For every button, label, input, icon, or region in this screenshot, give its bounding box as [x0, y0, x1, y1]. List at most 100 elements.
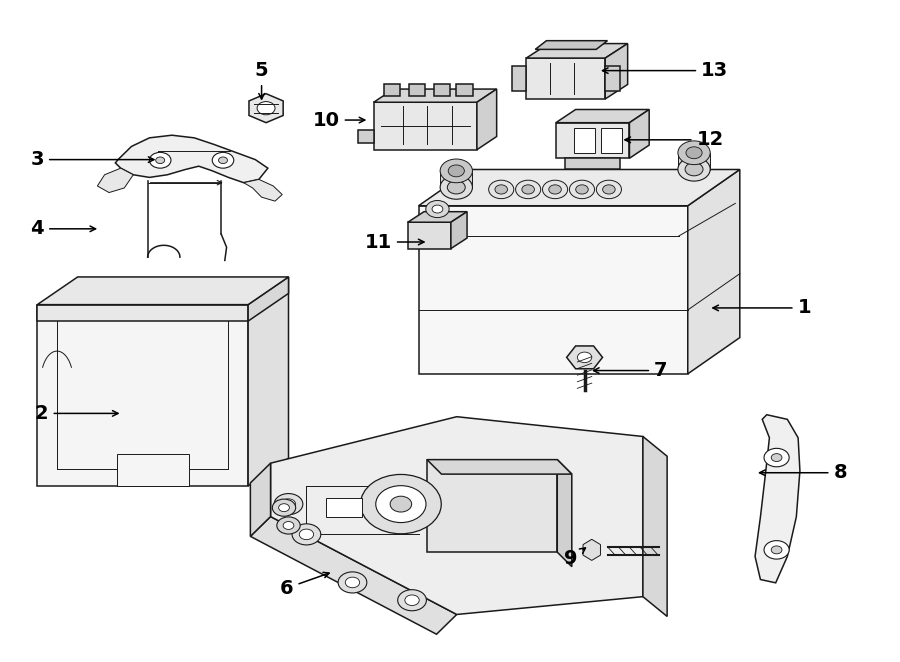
Polygon shape	[427, 459, 557, 552]
Circle shape	[570, 180, 595, 199]
Circle shape	[440, 159, 472, 183]
Circle shape	[603, 185, 616, 194]
Text: 10: 10	[312, 111, 364, 130]
Circle shape	[257, 101, 275, 115]
Bar	[327, 498, 363, 516]
Circle shape	[516, 180, 541, 199]
Polygon shape	[117, 454, 189, 486]
Circle shape	[279, 504, 290, 512]
Circle shape	[282, 499, 296, 509]
Text: 12: 12	[625, 130, 724, 150]
Circle shape	[549, 185, 562, 194]
Polygon shape	[567, 346, 602, 369]
Polygon shape	[557, 459, 572, 567]
Polygon shape	[526, 44, 627, 58]
Polygon shape	[526, 58, 605, 99]
Circle shape	[678, 141, 710, 165]
Polygon shape	[605, 44, 627, 99]
Polygon shape	[408, 212, 467, 222]
Circle shape	[771, 546, 782, 554]
Polygon shape	[97, 168, 133, 193]
Polygon shape	[357, 130, 374, 143]
Circle shape	[346, 577, 360, 588]
Circle shape	[432, 205, 443, 213]
Polygon shape	[605, 66, 619, 91]
Polygon shape	[556, 109, 649, 122]
Text: 9: 9	[564, 548, 586, 568]
Bar	[601, 128, 622, 153]
Circle shape	[447, 181, 465, 194]
Polygon shape	[536, 40, 608, 50]
Text: 5: 5	[255, 61, 268, 99]
Polygon shape	[755, 414, 800, 583]
Circle shape	[576, 185, 589, 194]
Text: 3: 3	[31, 150, 154, 169]
Circle shape	[149, 152, 171, 168]
Circle shape	[398, 590, 427, 611]
Text: 11: 11	[364, 232, 424, 252]
Polygon shape	[374, 102, 477, 150]
Polygon shape	[374, 89, 497, 102]
Circle shape	[685, 163, 703, 176]
Polygon shape	[583, 540, 600, 561]
Text: 4: 4	[31, 219, 95, 238]
Circle shape	[686, 147, 702, 159]
Polygon shape	[451, 212, 467, 249]
Polygon shape	[512, 66, 526, 91]
Circle shape	[597, 180, 622, 199]
Circle shape	[212, 152, 234, 168]
Polygon shape	[271, 416, 643, 614]
Circle shape	[448, 165, 464, 177]
Polygon shape	[250, 463, 271, 536]
Circle shape	[764, 541, 789, 559]
Polygon shape	[384, 84, 400, 95]
Polygon shape	[418, 206, 688, 374]
Circle shape	[678, 158, 710, 181]
Text: 6: 6	[280, 573, 329, 598]
Polygon shape	[250, 516, 456, 634]
Circle shape	[284, 522, 294, 530]
Text: 1: 1	[713, 299, 811, 317]
Polygon shape	[688, 169, 740, 374]
Circle shape	[274, 494, 303, 514]
Circle shape	[771, 453, 782, 461]
Text: 13: 13	[602, 61, 728, 80]
Polygon shape	[477, 89, 497, 150]
Circle shape	[489, 180, 514, 199]
Circle shape	[405, 595, 419, 606]
Bar	[574, 128, 595, 153]
Polygon shape	[456, 84, 472, 95]
Polygon shape	[418, 169, 740, 206]
Circle shape	[390, 496, 411, 512]
Polygon shape	[565, 158, 620, 169]
Text: 8: 8	[760, 463, 847, 482]
Circle shape	[578, 352, 592, 363]
Polygon shape	[248, 277, 289, 321]
Polygon shape	[37, 305, 248, 486]
Polygon shape	[427, 459, 572, 474]
Circle shape	[273, 499, 296, 516]
Circle shape	[219, 157, 228, 164]
Polygon shape	[440, 171, 472, 188]
Circle shape	[495, 185, 508, 194]
Circle shape	[277, 517, 301, 534]
Circle shape	[300, 529, 313, 540]
Circle shape	[376, 486, 426, 522]
Circle shape	[543, 180, 568, 199]
Text: 7: 7	[594, 361, 668, 380]
Circle shape	[522, 185, 535, 194]
Circle shape	[292, 524, 320, 545]
Circle shape	[764, 448, 789, 467]
Polygon shape	[248, 277, 289, 486]
Polygon shape	[37, 277, 289, 305]
Polygon shape	[37, 305, 248, 321]
Circle shape	[338, 572, 367, 593]
Circle shape	[361, 475, 441, 534]
Polygon shape	[115, 135, 268, 183]
Text: 2: 2	[35, 404, 118, 423]
Circle shape	[426, 201, 449, 218]
Circle shape	[156, 157, 165, 164]
Polygon shape	[556, 122, 629, 158]
Polygon shape	[409, 84, 425, 95]
Circle shape	[440, 175, 472, 199]
